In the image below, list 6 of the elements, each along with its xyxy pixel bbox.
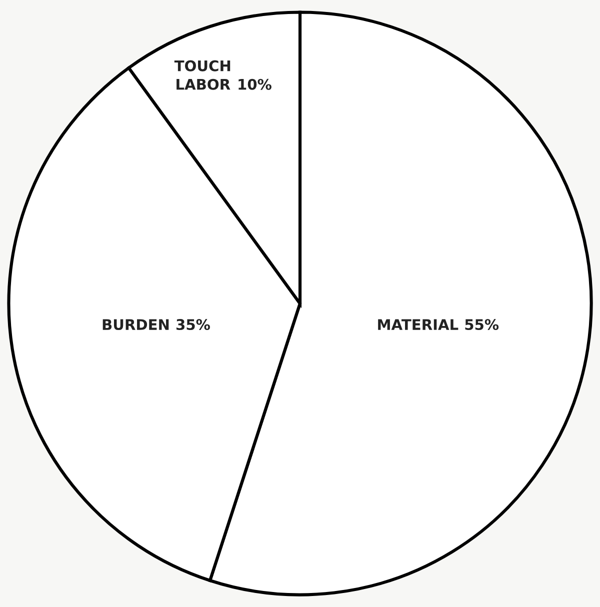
data-label: 55%: [465, 319, 499, 330]
slice-label: MATERIAL: [378, 319, 458, 330]
slice-label: BURDEN: [102, 319, 169, 330]
data-label: 10%: [238, 78, 272, 90]
slice-label: TOUCH LABOR: [174, 60, 230, 90]
data-label: 35%: [176, 319, 210, 330]
